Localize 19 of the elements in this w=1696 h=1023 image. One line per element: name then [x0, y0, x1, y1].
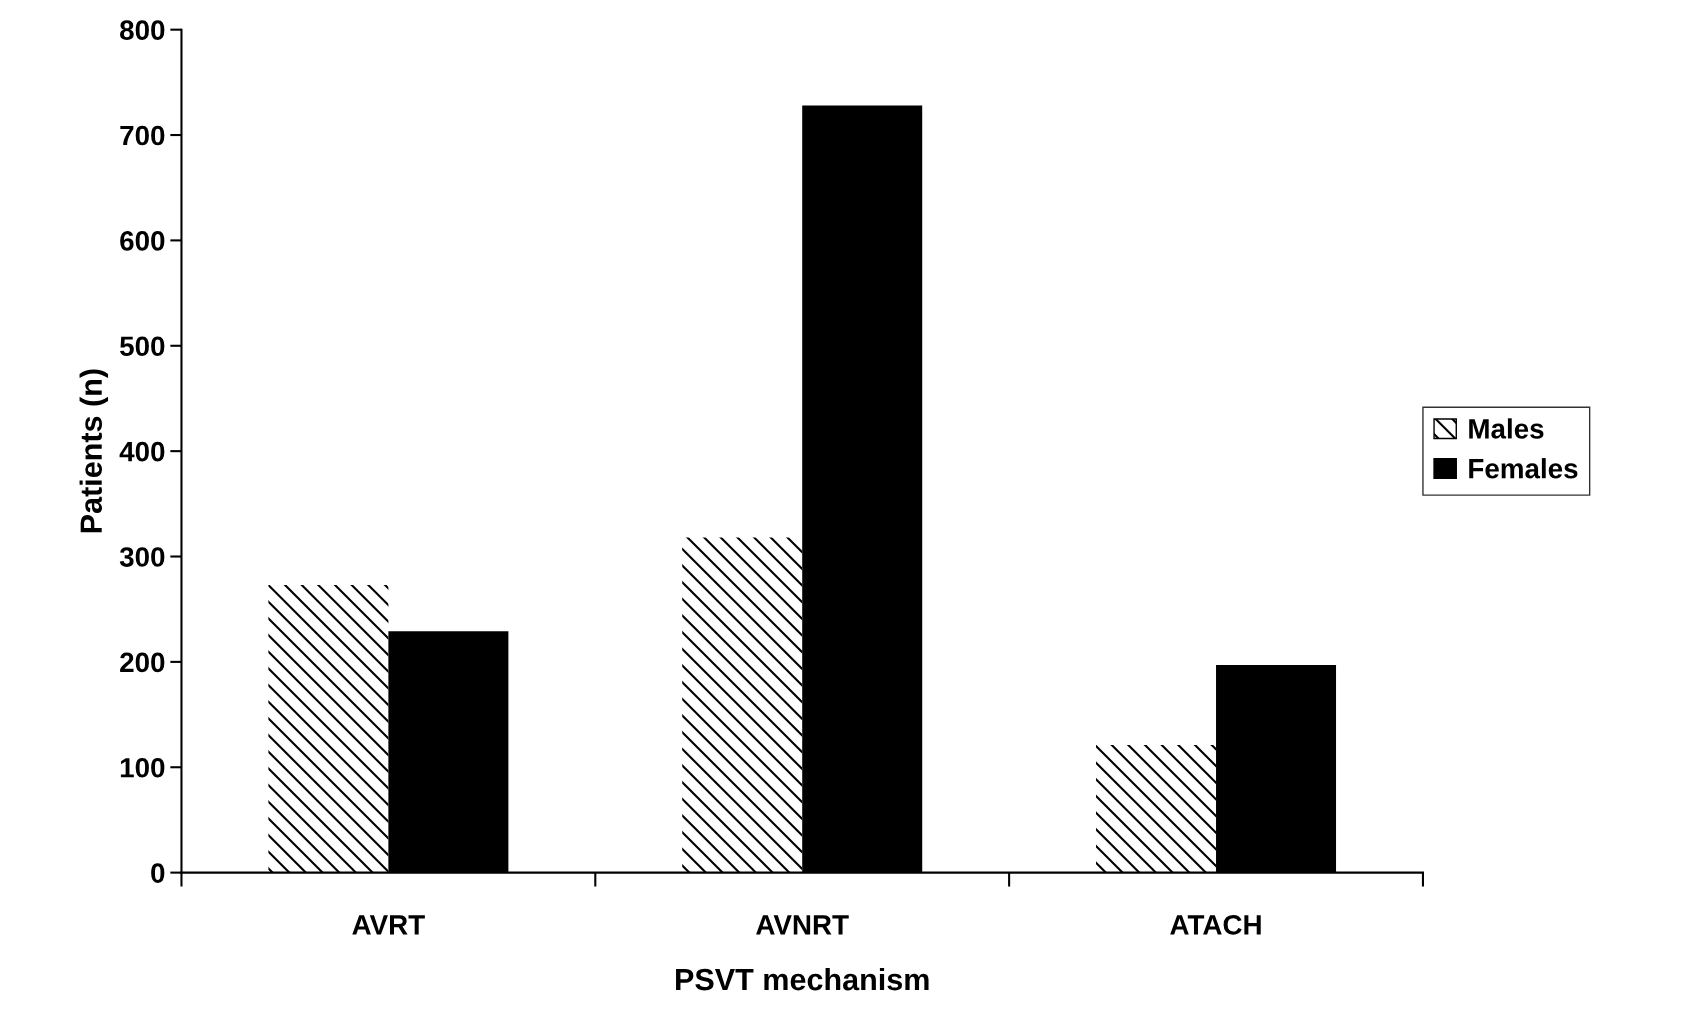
y-tick-label: 600 — [120, 231, 165, 251]
y-tick-label: 800 — [120, 20, 165, 41]
bar — [682, 537, 803, 873]
x-tick-label: ATACH — [1170, 915, 1261, 935]
x-axis-title: PSVT mechanism — [676, 967, 929, 991]
y-tick-label: 700 — [120, 125, 165, 146]
y-tick-label: 300 — [119, 547, 165, 567]
y-axis-title: Patients (n) — [79, 369, 109, 533]
x-tick-label: AVNRT — [756, 915, 849, 935]
y-tick-label: 500 — [120, 336, 165, 357]
y-tick-label: 0 — [151, 863, 165, 883]
x-tick-label: AVRT — [352, 915, 425, 935]
y-tick-label: 200 — [120, 652, 165, 673]
y-tick-label: 100 — [120, 757, 165, 778]
bar — [268, 584, 389, 873]
y-tick-label: 400 — [119, 441, 165, 462]
legend-label: Males — [1469, 418, 1544, 439]
legend-label: Females — [1469, 458, 1578, 479]
bar — [1096, 745, 1217, 873]
